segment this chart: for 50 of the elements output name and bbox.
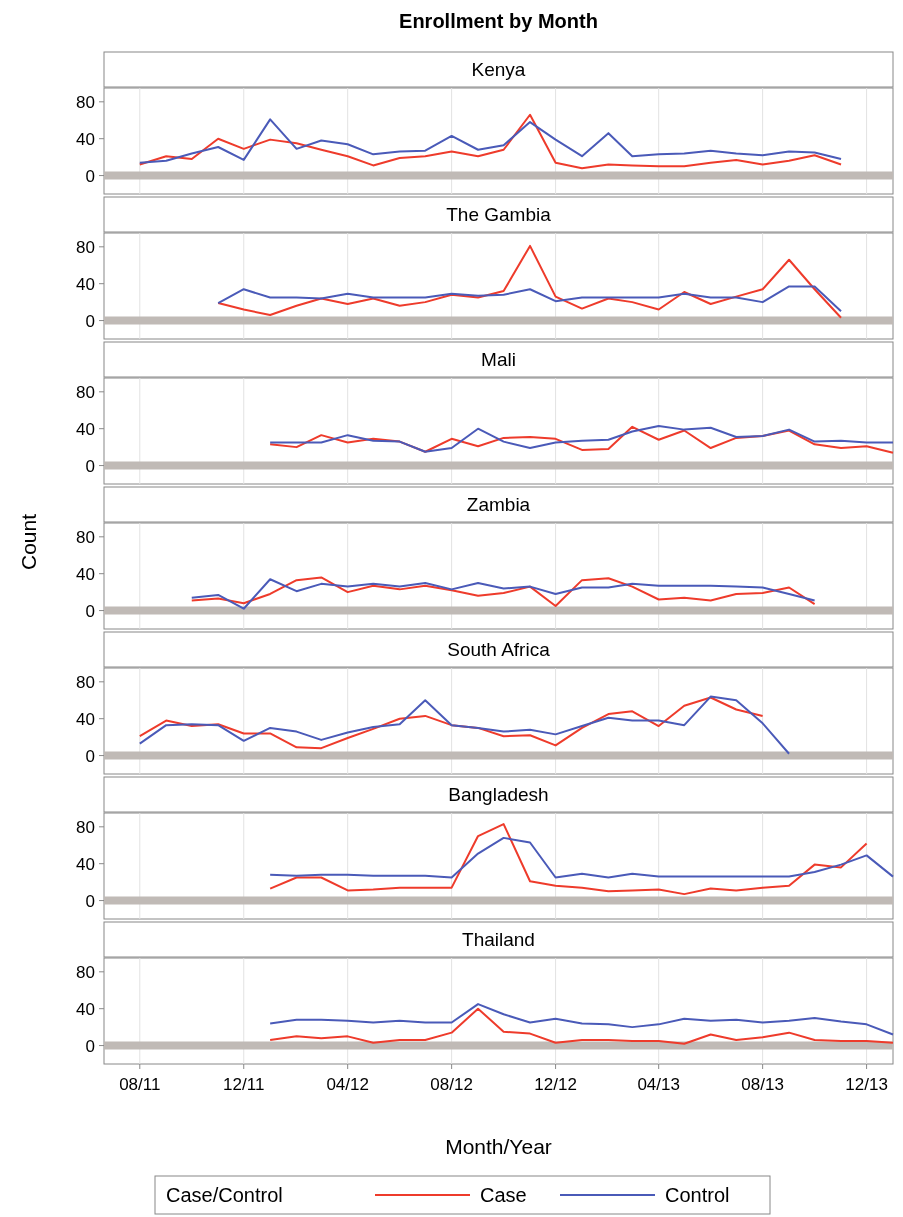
y-tick-label: 80 [76,92,95,112]
y-tick-label: 80 [76,672,95,692]
y-tick-label: 80 [76,527,95,547]
y-tick-label: 0 [85,746,95,766]
y-tick-label: 0 [85,456,95,476]
y-tick-label: 0 [85,166,95,186]
y-tick-label: 80 [76,962,95,982]
line-series [138,113,843,170]
x-axis-title: Month/Year [445,1135,552,1158]
y-tick-label: 40 [76,709,95,729]
legend-label: Case [480,1184,527,1206]
y-axis-title: Count [17,513,40,571]
chart-subtitle: The Gambia [446,204,552,225]
chart-subtitle: Zambia [466,494,531,515]
y-tick-label: 40 [76,419,95,439]
y-tick-label: 40 [76,854,95,874]
y-tick-label: 0 [85,601,95,621]
legend-label: Control [665,1184,730,1206]
x-tick-label: 12/11 [223,1075,265,1094]
y-tick-label: 40 [76,274,95,294]
chart-subtitle: Bangladesh [448,784,549,805]
legend-title: Case/Control [166,1184,283,1206]
line-series [269,823,868,896]
x-tick-label: 12/12 [534,1075,577,1094]
y-tick-label: 40 [76,999,95,1019]
x-tick-label: 08/13 [741,1075,784,1094]
y-tick-label: 0 [85,311,95,331]
y-tick-label: 80 [76,237,95,257]
line-series [217,244,843,319]
chart-title: Enrollment by Month [399,10,598,32]
y-tick-label: 80 [76,817,95,837]
line-series [269,1007,894,1045]
x-tick-label: 12/13 [845,1075,888,1094]
chart-subtitle: Thailand [462,929,535,950]
line-series [269,1003,894,1036]
y-tick-label: 80 [76,382,95,402]
y-tick-label: 0 [85,891,95,911]
line-series [138,118,843,164]
y-tick-label: 40 [76,129,95,149]
y-tick-label: 40 [76,564,95,584]
x-tick-label: 04/13 [637,1075,680,1094]
x-tick-label: 08/11 [119,1075,161,1094]
y-tick-label: 0 [85,1036,95,1056]
x-tick-label: 04/12 [326,1075,369,1094]
x-tick-label: 08/12 [430,1075,473,1094]
chart-subtitle: Mali [481,349,516,370]
chart-subtitle: Kenya [471,59,526,80]
line-series [269,836,894,879]
chart-subtitle: South Africa [447,639,551,660]
line-series [217,285,843,313]
